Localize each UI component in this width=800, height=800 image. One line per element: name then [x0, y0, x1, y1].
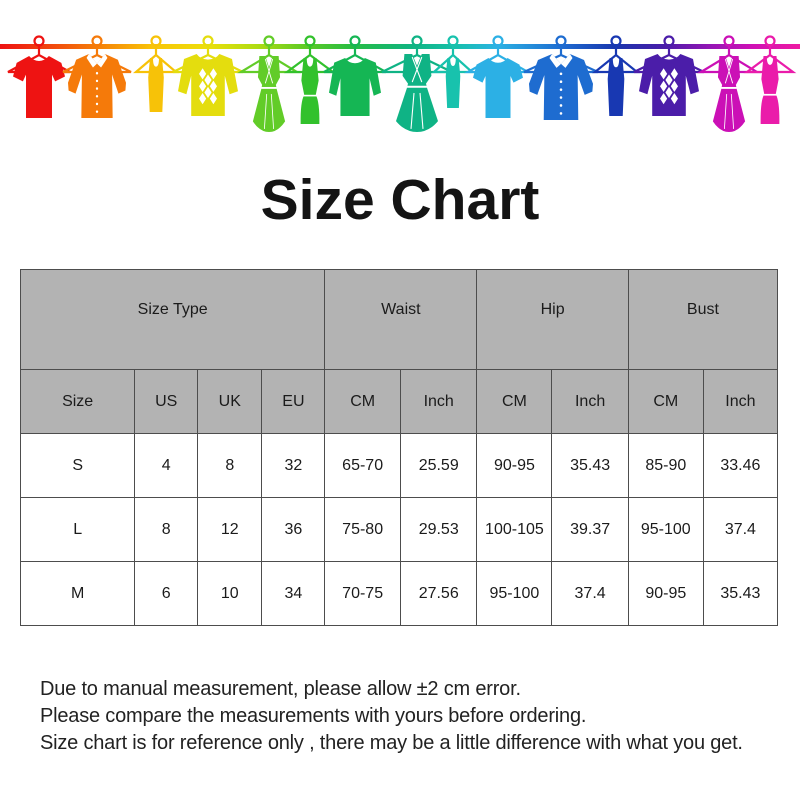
table-row: M 6 10 34 70-75 27.56 95-100 37.4 90-95 35.43: [19, 561, 779, 626]
column-header: CM: [324, 369, 401, 434]
column-header: CM: [476, 369, 553, 434]
table-cell: S: [19, 433, 136, 498]
table-cell: 36: [261, 497, 326, 562]
table-cell: 33.46: [702, 433, 779, 498]
column-header: UK: [197, 369, 263, 434]
rainbow-clothesline: [0, 44, 800, 49]
table-cell: 34: [261, 561, 326, 626]
tshirt-icon: [13, 56, 65, 118]
note-line: Please compare the measurements with you…: [40, 705, 587, 727]
hanging-clothes-graphic: [7, 35, 797, 132]
hanger-icon: [697, 35, 761, 74]
column-header: Size: [19, 369, 136, 434]
hanger-icon: [591, 35, 641, 74]
table-cell: 90-95: [627, 561, 704, 626]
table-cell: 8: [134, 497, 199, 562]
dress-icon: [712, 56, 746, 132]
table-cell: 27.56: [399, 561, 478, 626]
table-cell: 8: [197, 433, 263, 498]
shirt-icon: [529, 54, 593, 120]
dress-icon: [252, 56, 286, 132]
table-cell: 6: [134, 561, 199, 626]
table-cell: 35.43: [702, 561, 779, 626]
table-cell: 90-95: [476, 433, 553, 498]
tank-icon: [148, 58, 164, 112]
table-cell: 29.53: [399, 497, 478, 562]
column-header: US: [134, 369, 199, 434]
tankdress-icon: [760, 56, 780, 124]
size-table-wrap: Size Type Waist Hip Bust Size US UK EU CM Inch CM I…: [19, 269, 780, 626]
group-header-waist: Waist: [324, 269, 478, 370]
column-header: Inch: [702, 369, 779, 434]
tankdress-icon: [300, 58, 320, 124]
column-header: Inch: [399, 369, 478, 434]
table-cell: 39.37: [551, 497, 629, 562]
clothesline-banner: [0, 0, 800, 140]
table-row: S 4 8 32 65-70 25.59 90-95 35.43 85-90 33.46: [19, 433, 779, 498]
sweater-diamond-icon: [178, 54, 238, 116]
table-cell: 95-100: [627, 497, 704, 562]
page-title: Size Chart: [260, 168, 540, 232]
group-header-hip: Hip: [476, 269, 629, 370]
disclaimer-notes: Due to manual measurement, please allow …: [40, 676, 770, 757]
sweater-icon: [329, 58, 381, 116]
table-cell: 85-90: [627, 433, 704, 498]
table-cell: 32: [261, 433, 326, 498]
note-line: Due to manual measurement, please allow …: [40, 678, 521, 700]
table-cell: 10: [197, 561, 263, 626]
table-cell: L: [19, 497, 136, 562]
column-header: Inch: [551, 369, 629, 434]
column-header: CM: [627, 369, 704, 434]
table-cell: 65-70: [324, 433, 401, 498]
table-row: L 8 12 36 75-80 29.53 100-105 39.37 95-100 37.4: [19, 497, 779, 562]
tank-icon: [607, 58, 625, 116]
sweater-diamond-icon: [639, 54, 699, 116]
size-table: Size Type Waist Hip Bust Size US UK EU CM Inch CM I…: [19, 269, 779, 626]
table-cell: M: [19, 561, 136, 626]
tshirt-icon: [473, 58, 523, 118]
column-header: EU: [261, 369, 326, 434]
dress-icon: [396, 54, 438, 132]
table-cell: 35.43: [551, 433, 629, 498]
table-cell: 37.4: [551, 561, 629, 626]
group-header-size-type: Size Type: [19, 269, 326, 370]
table-cell: 95-100: [476, 561, 553, 626]
tank-icon: [445, 58, 461, 108]
table-cell: 75-80: [324, 497, 401, 562]
table-cell: 70-75: [324, 561, 401, 626]
group-header-bust: Bust: [627, 269, 779, 370]
shirt-icon: [68, 54, 126, 119]
table-cell: 12: [197, 497, 263, 562]
hanger-icon: [237, 35, 301, 74]
table-cell: 100-105: [476, 497, 553, 562]
table-cell: 37.4: [702, 497, 779, 562]
note-line: Size chart is for reference only , there…: [40, 732, 743, 754]
table-cell: 4: [134, 433, 199, 498]
table-cell: 25.59: [399, 433, 478, 498]
